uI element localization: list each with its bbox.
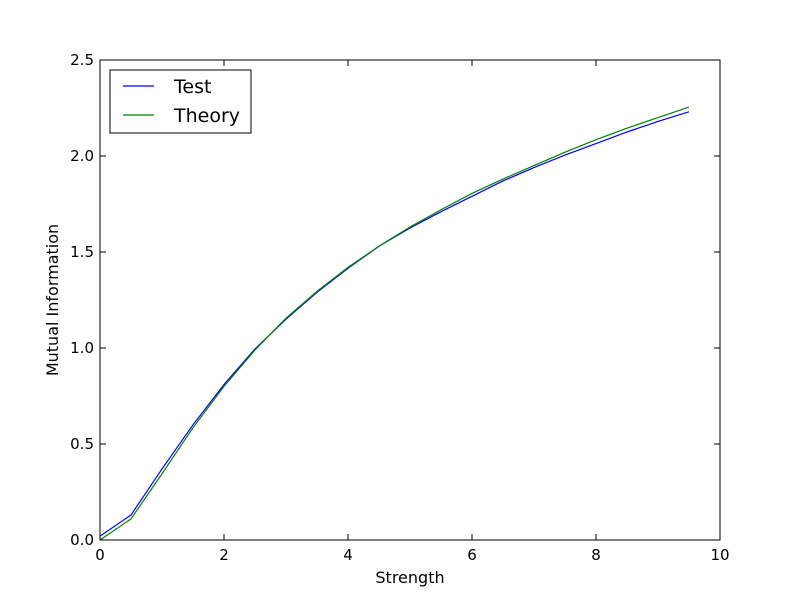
- plot-area: [100, 60, 720, 540]
- series-layer: [99, 106, 690, 541]
- ticks-layer: 0 2 4 6 8 10 0.0 0.5 1.0 1.5 2.0 2.5: [70, 51, 729, 564]
- x-axis-title: Strength: [375, 568, 444, 587]
- y-tick-label: 0.0: [70, 531, 94, 549]
- legend-label-theory: Theory: [173, 105, 240, 127]
- legend-box: [109, 69, 252, 134]
- plot-frame: [99, 59, 721, 541]
- legend-label-test: Test: [173, 76, 211, 98]
- x-tick-label: 0: [95, 546, 105, 564]
- x-tick-label: 8: [591, 546, 601, 564]
- legend: Test Theory: [109, 69, 252, 134]
- x-tick-label: 2: [219, 546, 229, 564]
- x-tick-label: 6: [467, 546, 477, 564]
- y-tick-label: 1.5: [70, 243, 94, 261]
- y-tick-label: 2.0: [70, 147, 94, 165]
- series-line-theory: [99, 106, 690, 541]
- y-tick-label: 0.5: [70, 435, 94, 453]
- y-axis-title: Mutual Information: [43, 224, 62, 376]
- x-tick-label: 4: [343, 546, 353, 564]
- y-tick-label: 2.5: [70, 51, 94, 69]
- x-tick-label: 10: [710, 546, 729, 564]
- y-tick-label: 1.0: [70, 339, 94, 357]
